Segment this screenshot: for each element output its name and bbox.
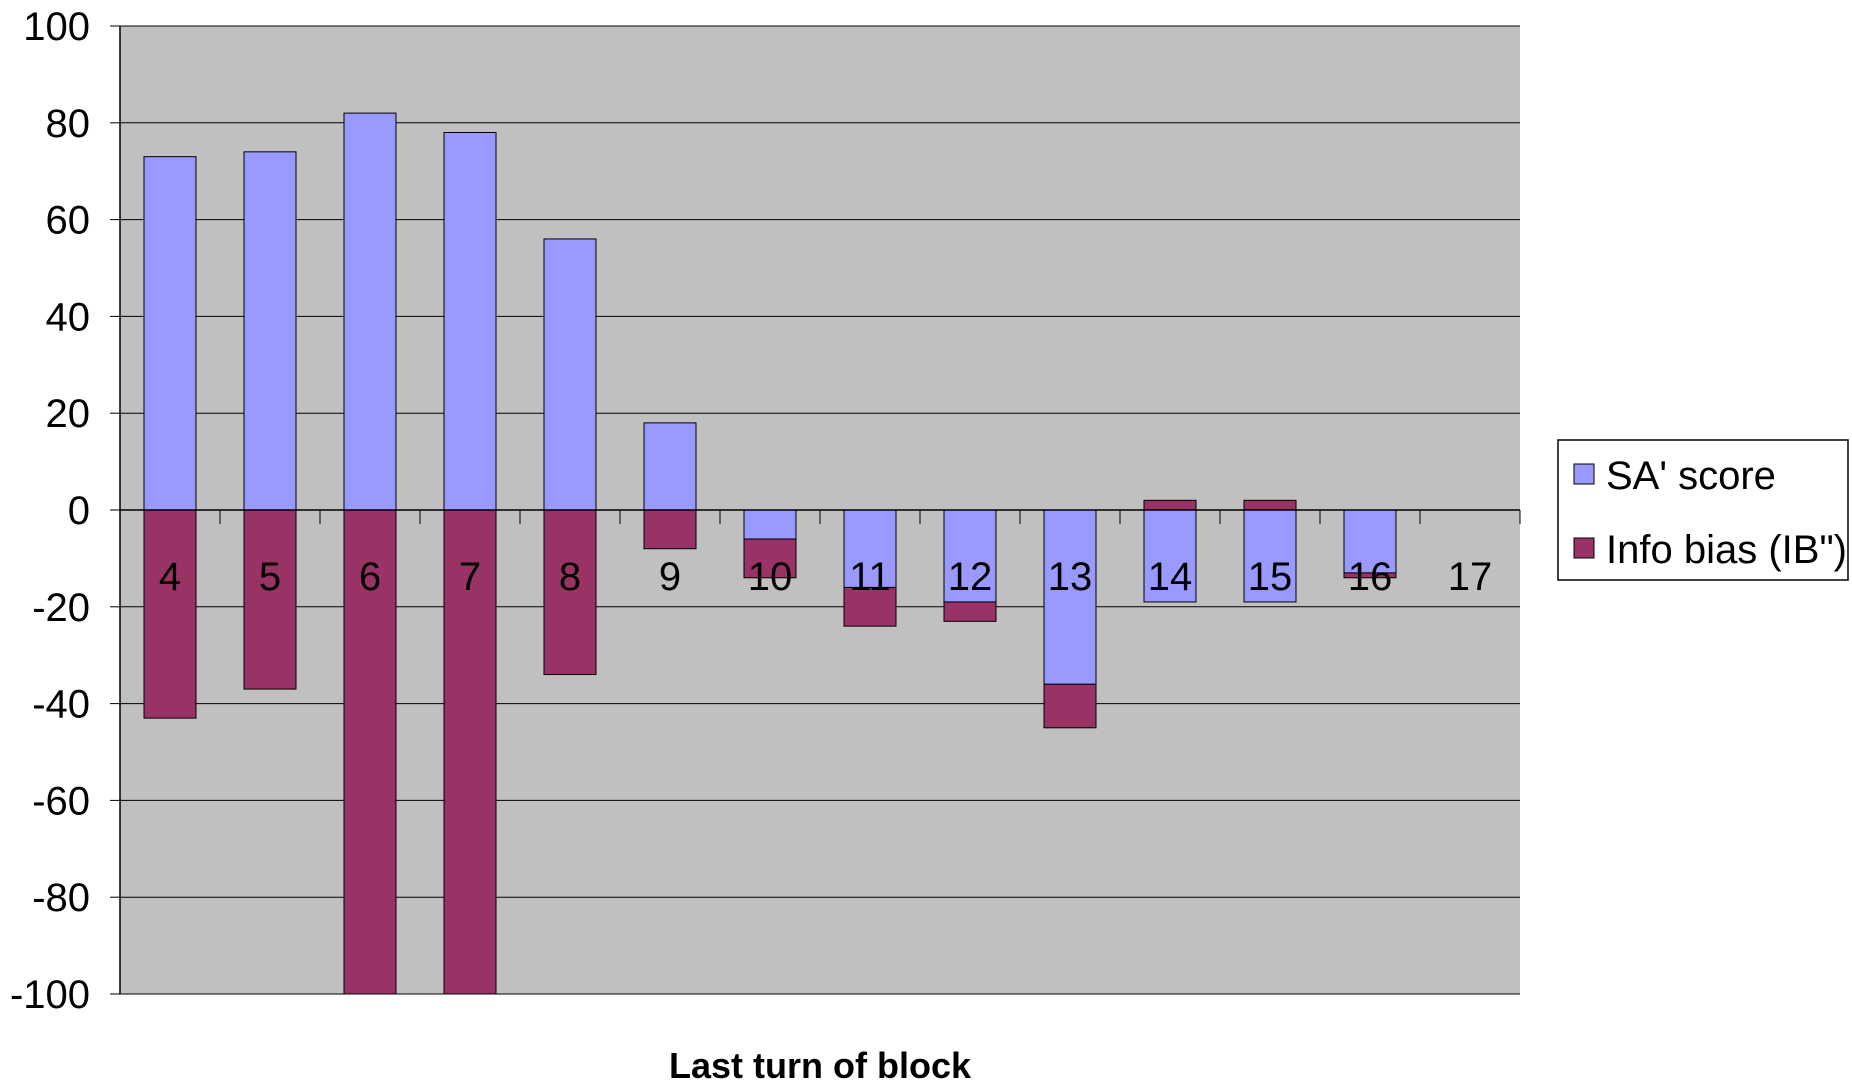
bar-info-bias <box>243 509 297 690</box>
bar-sa-score <box>843 509 897 588</box>
x-tick-label: 14 <box>1148 555 1193 599</box>
x-tick-labels: 4 5 6 7 8 9 10 11 12 13 14 15 16 17 <box>159 555 1492 599</box>
bar-info-bias <box>1243 499 1297 511</box>
bar-info-bias <box>543 509 597 676</box>
x-tick-label: 15 <box>1248 555 1293 599</box>
x-tick-label: 4 <box>159 555 181 599</box>
bar-info-bias <box>743 538 797 579</box>
bar-sa-score <box>643 422 697 511</box>
bar-info-bias <box>343 509 397 995</box>
y-tick-label: -80 <box>32 876 90 920</box>
y-tick-label: 20 <box>46 392 91 436</box>
x-tick-label: 13 <box>1048 555 1093 599</box>
x-tick-label: 7 <box>459 555 481 599</box>
legend-label-sa-score: SA' score <box>1606 454 1776 498</box>
bar-sa-score <box>143 156 197 511</box>
y-tick-label: -60 <box>32 779 90 823</box>
bar-sa-score <box>1243 509 1297 603</box>
bar-info-bias <box>643 509 697 550</box>
bar-info-bias <box>143 509 197 719</box>
y-tick-label: 0 <box>68 489 90 533</box>
legend: SA' score Info bias (IB") <box>1557 439 1849 581</box>
bars <box>143 112 1397 995</box>
x-tick-label: 5 <box>259 555 281 599</box>
legend-box <box>1557 439 1849 581</box>
bar-sa-score <box>343 112 397 511</box>
bar-info-bias <box>443 509 497 995</box>
x-tick-label: 9 <box>659 555 681 599</box>
bar-sa-score <box>1343 509 1397 574</box>
y-tick-label: 40 <box>46 295 91 339</box>
y-tick-label: -100 <box>10 973 90 1017</box>
x-tick-label: 10 <box>748 555 793 599</box>
bar-sa-score <box>443 131 497 511</box>
bar-info-bias <box>1343 572 1397 579</box>
y-tick-label: 60 <box>46 199 91 243</box>
y-tick-label: 100 <box>23 5 90 49</box>
legend-swatch-info-bias <box>1573 537 1595 559</box>
y-tick-labels: 100 80 60 40 20 0 -20 -40 -60 -80 -100 <box>10 5 90 1017</box>
x-tick-label: 16 <box>1348 555 1393 599</box>
x-tick-label: 12 <box>948 555 993 599</box>
bar-info-bias <box>843 586 897 627</box>
bar-info-bias <box>1143 499 1197 511</box>
legend-label-info-bias: Info bias (IB") <box>1606 528 1847 572</box>
bar-info-bias <box>1043 683 1097 729</box>
bar-sa-score <box>543 238 597 511</box>
x-tick-label: 11 <box>849 555 891 599</box>
x-tick-label: 17 <box>1448 555 1493 599</box>
bar-info-bias <box>943 601 997 622</box>
axes <box>110 25 1521 995</box>
bar-sa-score <box>243 151 297 511</box>
y-tick-label: -20 <box>32 586 90 630</box>
x-axis-title: Last turn of block <box>669 1045 972 1083</box>
x-tick-label: 6 <box>359 555 381 599</box>
x-tick-label: 8 <box>559 555 581 599</box>
legend-swatch-sa-score <box>1573 463 1595 485</box>
y-tick-label: 80 <box>46 102 91 146</box>
bar-sa-score <box>743 509 797 540</box>
y-tick-label: -40 <box>32 683 90 727</box>
